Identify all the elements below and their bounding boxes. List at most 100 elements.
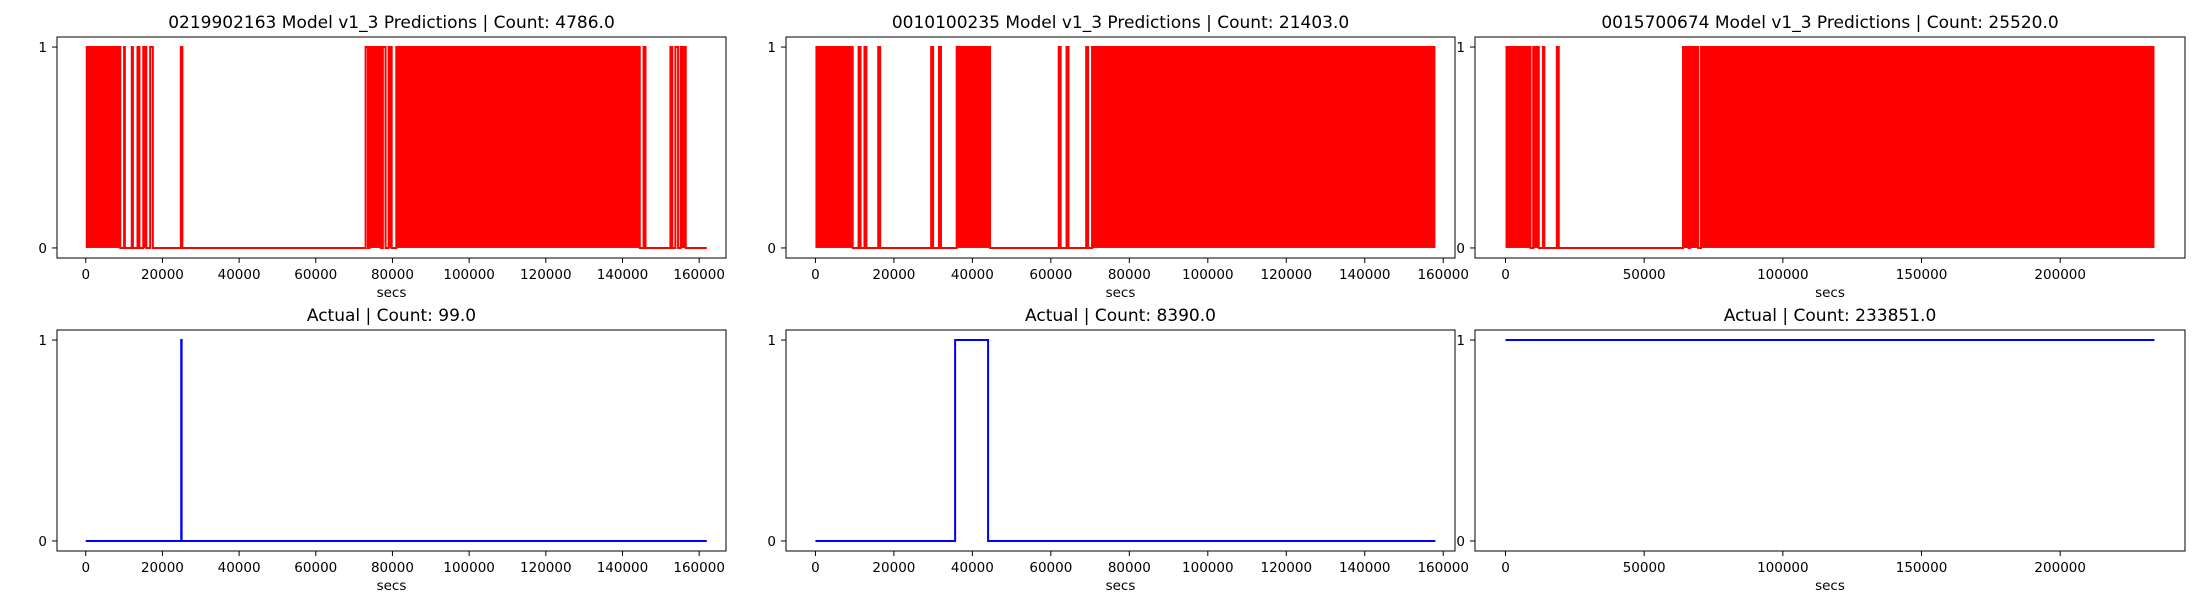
series-band [1689, 47, 1699, 248]
axes-frame [785, 36, 1456, 259]
axes-frame [785, 329, 1456, 552]
x-tick-label: 50000 [1623, 560, 1666, 576]
x-tick-label: 0 [81, 560, 90, 576]
y-tick-label: 1 [1456, 333, 1465, 349]
x-axis-label: secs [1106, 285, 1136, 301]
series-band [1683, 47, 1689, 248]
y-tick-label: 1 [767, 333, 776, 349]
chart-title: Actual | Count: 233851.0 [1724, 306, 1937, 326]
subplot-3: 0015700674 Model v1_3 Predictions | Coun… [1456, 13, 2186, 301]
x-tick-label: 160000 [1417, 560, 1469, 576]
x-tick-label: 0 [1501, 267, 1510, 283]
chart-title: 0219902163 Model v1_3 Predictions | Coun… [168, 13, 615, 33]
y-tick-label: 0 [767, 241, 776, 257]
x-axis-label: secs [377, 285, 407, 301]
x-tick-label: 0 [811, 560, 820, 576]
series-band [956, 47, 991, 248]
chart-title: 0015700674 Model v1_3 Predictions | Coun… [1601, 13, 2058, 33]
y-tick-label: 0 [38, 534, 47, 550]
x-tick-label: 20000 [141, 560, 184, 576]
x-tick-label: 40000 [218, 267, 261, 283]
x-tick-label: 60000 [294, 267, 337, 283]
x-tick-label: 40000 [951, 560, 994, 576]
x-tick-label: 60000 [1029, 560, 1072, 576]
y-tick-label: 0 [38, 241, 47, 257]
x-tick-label: 0 [1501, 560, 1510, 576]
series-band [388, 47, 392, 248]
x-tick-label: 160000 [673, 560, 725, 576]
x-tick-label: 150000 [1896, 267, 1948, 283]
x-tick-label: 140000 [1339, 560, 1391, 576]
x-tick-label: 120000 [1261, 560, 1313, 576]
x-axis-label: secs [1815, 285, 1845, 301]
x-tick-label: 100000 [1182, 267, 1234, 283]
x-tick-label: 50000 [1623, 267, 1666, 283]
x-tick-label: 80000 [371, 560, 414, 576]
x-tick-label: 60000 [1029, 267, 1072, 283]
x-tick-label: 40000 [218, 560, 261, 576]
x-tick-label: 120000 [520, 560, 572, 576]
y-tick-label: 1 [38, 40, 47, 56]
subplot-6: Actual | Count: 233851.0 0 50000 100000 1500… [1456, 306, 2186, 594]
x-tick-label: 80000 [1108, 267, 1151, 283]
y-tick-label: 1 [1456, 40, 1465, 56]
chart-title: Actual | Count: 99.0 [307, 306, 476, 326]
x-tick-label: 20000 [872, 560, 915, 576]
series-band [143, 47, 147, 248]
y-tick-label: 0 [1456, 534, 1465, 550]
y-tick-label: 0 [1456, 241, 1465, 257]
x-tick-label: 200000 [2034, 267, 2086, 283]
x-tick-label: 40000 [951, 267, 994, 283]
x-tick-label: 120000 [520, 267, 572, 283]
chart-title: 0010100235 Model v1_3 Predictions | Coun… [892, 13, 1349, 33]
x-tick-label: 80000 [1108, 560, 1151, 576]
x-tick-label: 80000 [371, 267, 414, 283]
x-tick-label: 20000 [872, 267, 915, 283]
series-band [396, 47, 640, 248]
chart-title: Actual | Count: 8390.0 [1025, 306, 1216, 326]
x-tick-label: 100000 [1182, 560, 1234, 576]
x-tick-label: 140000 [597, 267, 649, 283]
axes-frame [1474, 329, 2186, 552]
subplot-2: 0010100235 Model v1_3 Predictions | Coun… [767, 13, 1469, 301]
x-tick-label: 100000 [1757, 267, 1809, 283]
series-band [680, 47, 686, 248]
x-tick-label: 200000 [2034, 560, 2086, 576]
series-line [815, 46, 1436, 249]
series-band [1701, 47, 2155, 248]
x-tick-label: 0 [811, 267, 820, 283]
series-line [815, 339, 1436, 542]
x-tick-label: 60000 [294, 560, 337, 576]
subplot-5: Actual | Count: 8390.0 0 20000 40000 60000 80… [767, 306, 1469, 594]
x-axis-label: secs [1815, 578, 1845, 594]
y-tick-label: 1 [767, 40, 776, 56]
x-tick-label: 140000 [597, 560, 649, 576]
series-band [1533, 47, 1539, 248]
series-band [1092, 47, 1436, 248]
x-axis-label: secs [377, 578, 407, 594]
x-tick-label: 160000 [1417, 267, 1469, 283]
series-band [815, 47, 853, 248]
x-tick-label: 150000 [1896, 560, 1948, 576]
axes-frame [1474, 36, 2186, 259]
x-tick-label: 100000 [443, 560, 495, 576]
x-tick-label: 0 [81, 267, 90, 283]
axes-frame [56, 329, 727, 552]
subplot-1: 0219902163 Model v1_3 Predictions | Coun… [38, 13, 727, 301]
x-axis-label: secs [1106, 578, 1136, 594]
series-line [85, 339, 707, 542]
x-tick-label: 120000 [1261, 267, 1313, 283]
series-band [1505, 47, 1531, 248]
subplot-4: Actual | Count: 99.0 0 20000 40000 60000 8000… [38, 306, 727, 594]
y-tick-label: 1 [38, 333, 47, 349]
x-tick-label: 100000 [1757, 560, 1809, 576]
axes-frame [56, 36, 727, 259]
x-tick-label: 100000 [443, 267, 495, 283]
x-tick-label: 20000 [141, 267, 184, 283]
x-tick-label: 160000 [673, 267, 725, 283]
x-tick-label: 140000 [1339, 267, 1391, 283]
y-tick-label: 0 [767, 534, 776, 550]
series-band [85, 47, 121, 248]
series-band [369, 47, 381, 248]
